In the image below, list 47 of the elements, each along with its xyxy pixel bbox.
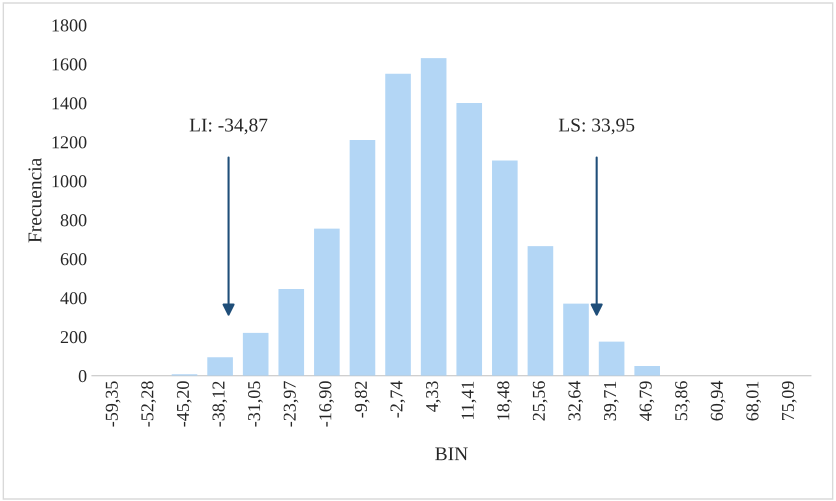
annotation: LI: -34,87 [190,118,268,134]
x-tick-label: 60,94 [710,380,726,420]
y-tick-label: 1000 [52,175,86,188]
bar [350,140,376,376]
y-tick-label: 600 [60,253,86,266]
bar [598,342,624,376]
x-tick-label: -31,05 [248,381,263,427]
bar [456,102,482,376]
x-tick-label: -59,35 [106,381,120,427]
x-tick-label: -23,97 [284,381,298,427]
x-tick-label: 32,64 [568,380,584,420]
y-axis-title: Frecuencia [28,158,42,242]
y-tick-label: 200 [60,331,86,344]
bar [278,289,304,376]
x-tick-label: 4,33 [426,381,441,412]
y-tick-label: 1200 [52,136,86,148]
x-tick-label: 46,79 [640,381,654,421]
y-tick-label: 0 [78,370,86,382]
y-tick-label: 1400 [52,97,86,110]
bar [207,357,233,376]
x-tick-label: -2,74 [390,380,406,418]
x-tick-label: 11,41 [462,382,476,419]
x-tick-label: -45,20 [176,381,192,427]
bar [242,332,268,376]
x-tick-label: 25,56 [532,381,548,420]
bar [563,304,589,376]
y-tick-label: 800 [60,214,86,226]
x-tick-label: -38,12 [212,382,228,427]
x-tick-label: -9,82 [354,382,370,418]
y-tick-label: 1800 [52,19,86,32]
bar [314,228,340,376]
bar [492,160,518,376]
x-tick-label: 18,48 [497,381,512,420]
x-tick-label: -52,28 [141,381,156,427]
bar [420,58,446,376]
y-tick-label: 1600 [52,58,86,70]
x-tick-label: -16,90 [319,381,334,427]
x-tick-label: 53,86 [675,381,690,420]
bar [634,366,660,376]
y-tick-label: 400 [60,292,86,304]
bar [385,74,411,376]
annotation: LS: 33,95 [558,118,634,134]
x-axis-title: BIN [435,447,468,460]
x-tick-label: 39,71 [604,382,619,420]
x-tick-label: 75,09 [782,381,797,420]
bar [528,246,554,376]
x-tick-label: 68,01 [746,382,762,420]
